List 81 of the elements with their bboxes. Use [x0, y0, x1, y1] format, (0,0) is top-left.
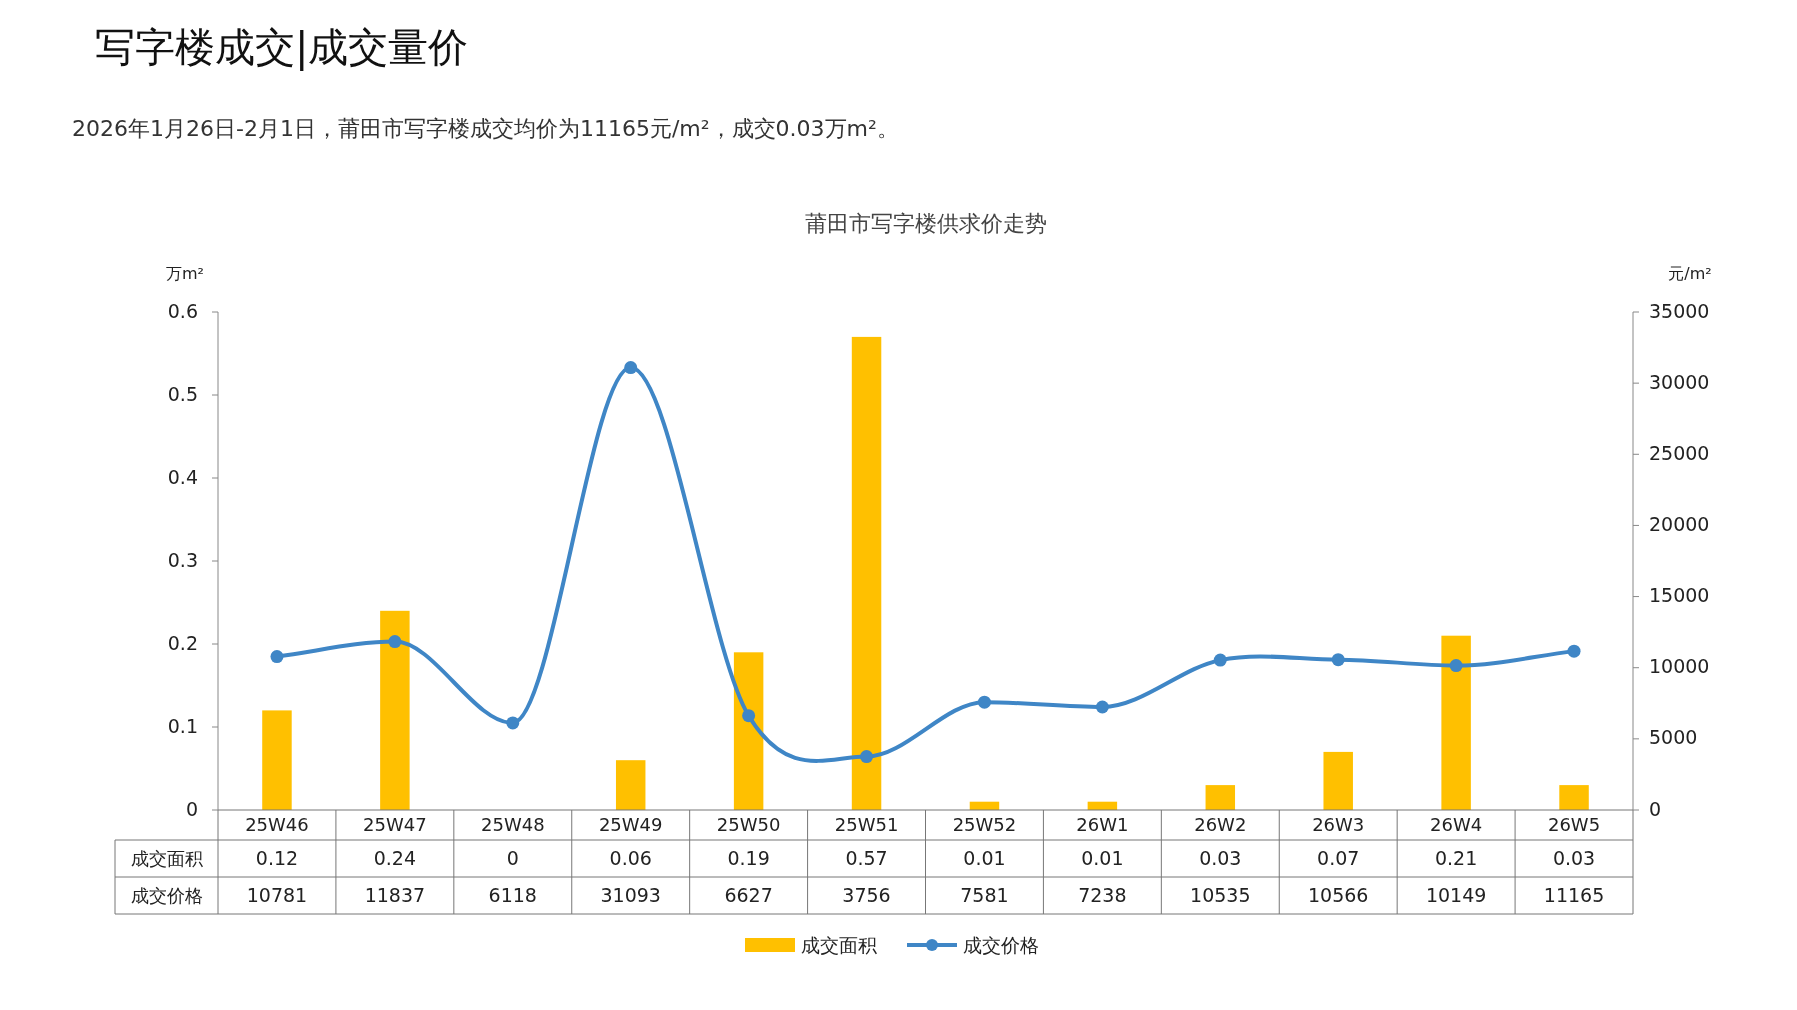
- data-label: 7238: [1078, 884, 1127, 906]
- text: 成交面积: [130, 847, 203, 869]
- point: [506, 716, 520, 730]
- y2-tick-label: 35000: [1649, 299, 1710, 322]
- text: 2026年1月26日-2月1日，莆田市写字楼成交均价为11165元/m²，成交0.03万m²。: [72, 116, 899, 141]
- data-label: 6118: [488, 884, 537, 906]
- x-tick-label: 25W51: [834, 814, 899, 835]
- point: [1095, 700, 1109, 714]
- x-tick-label: 25W50: [716, 814, 781, 835]
- y2-tick-label: 25000: [1649, 441, 1710, 464]
- data-label: 0.19: [727, 847, 770, 869]
- data-label: 0.57: [845, 847, 888, 869]
- bar: [733, 652, 764, 810]
- data-label: 0.01: [963, 847, 1006, 869]
- bar: [380, 610, 410, 810]
- y-tick-label: 0.6: [167, 299, 198, 322]
- y2-tick-label: 20000: [1649, 512, 1710, 535]
- data-label: 0.24: [373, 847, 417, 869]
- data-label: 11165: [1543, 884, 1605, 906]
- data-label: 0.01: [1081, 847, 1124, 869]
- x-tick-label: 26W1: [1076, 814, 1129, 835]
- x-tick-label: 25W47: [363, 814, 427, 835]
- x-tick-label: 26W2: [1194, 814, 1247, 835]
- data-label: 0.07: [1317, 847, 1360, 869]
- point: [1449, 659, 1463, 673]
- data-label: 10149: [1425, 884, 1487, 906]
- data-label: 10535: [1190, 884, 1251, 906]
- point: [742, 709, 756, 723]
- point: [270, 650, 284, 664]
- data-label: 7581: [960, 884, 1009, 906]
- y-tick-label: 0: [185, 797, 198, 820]
- bar: [1205, 785, 1236, 810]
- bar: [851, 336, 882, 810]
- data-label: 31093: [600, 884, 661, 906]
- x-tick-label: 26W4: [1430, 814, 1483, 835]
- x-tick-label: 26W3: [1312, 814, 1365, 835]
- text: 写字楼成交|成交量价: [95, 24, 469, 71]
- y2-tick-label: 10000: [1649, 655, 1710, 678]
- point: [1567, 644, 1581, 658]
- y-tick-label: 0.4: [167, 465, 198, 488]
- data-label: 0.06: [609, 847, 652, 869]
- x-tick-label: 25W49: [598, 814, 663, 835]
- y2-tick-label: 0: [1649, 797, 1662, 820]
- bar: [262, 710, 292, 810]
- bar: [615, 760, 646, 810]
- legend-label: 成交价格: [963, 933, 1039, 956]
- x-tick-label: 25W52: [952, 814, 1017, 835]
- y-tick-label: 0.2: [167, 631, 198, 654]
- chart-title: 莆田市写字楼供求价走势: [804, 211, 1047, 236]
- data-label: 10781: [246, 884, 308, 906]
- y-tick-label: 0.1: [167, 714, 198, 737]
- y-tick-label: 0.5: [167, 382, 198, 405]
- data-label: 0: [506, 847, 519, 869]
- data-label: 0.21: [1434, 847, 1478, 869]
- y2-tick-label: 5000: [1649, 726, 1698, 749]
- point: [860, 750, 874, 764]
- legend-label: 成交面积: [801, 933, 877, 956]
- point: [624, 361, 638, 375]
- x-tick-label: 25W48: [480, 814, 545, 835]
- data-label: 6627: [724, 884, 773, 906]
- data-label: 0.03: [1552, 847, 1596, 869]
- x-tick-label: 25W46: [245, 814, 309, 835]
- y2-tick-label: 15000: [1649, 584, 1710, 607]
- point: [1213, 653, 1227, 667]
- data-label: 10566: [1307, 884, 1369, 906]
- bar: [1441, 635, 1471, 810]
- data-label: 0.12: [255, 847, 299, 869]
- point: [388, 635, 402, 649]
- y-tick-label: 0.3: [167, 548, 198, 571]
- data-label: 0.03: [1199, 847, 1242, 869]
- y2-axis-title: 元/m²: [1668, 263, 1712, 283]
- y-axis-title: 万m²: [166, 263, 204, 283]
- bar: [1323, 751, 1353, 810]
- x-tick-label: 26W5: [1547, 814, 1601, 835]
- text: 成交价格: [130, 884, 203, 906]
- point: [977, 695, 991, 709]
- bar: [1559, 785, 1589, 810]
- data-label: 3756: [842, 884, 891, 906]
- data-label: 11837: [364, 884, 426, 906]
- y2-tick-label: 30000: [1649, 370, 1710, 393]
- point: [1331, 653, 1345, 667]
